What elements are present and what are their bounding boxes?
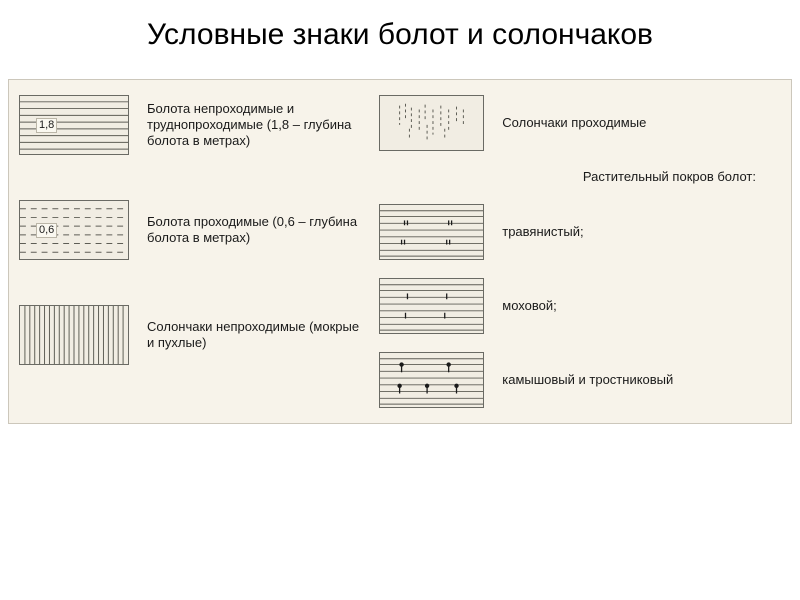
swatch-solonchak-passable xyxy=(379,95,484,151)
desc-moss: моховой; xyxy=(502,298,556,314)
depth-label-impassable: 1,8 xyxy=(36,118,57,133)
desc-reed: камышовый и тростниковый xyxy=(502,372,673,388)
right-column: Солончаки проходимые Растительный покров… xyxy=(379,95,781,408)
swatch-moss xyxy=(379,278,484,334)
vegetation-subheading: Растительный покров болот: xyxy=(379,169,781,184)
desc-solonchak-passable: Солончаки проходимые xyxy=(502,115,646,131)
entry-solonchak-impassable: Солончаки непроходимые (мокрые и пухлые) xyxy=(19,305,361,365)
left-column: 1,8 Болота непроходимые и труднопроходим… xyxy=(19,95,361,408)
entry-swamp-passable: 0,6 Болота проходимые (0,6 – глубина бол… xyxy=(19,200,361,260)
depth-label-passable: 0,6 xyxy=(36,223,57,238)
entry-grass: травянистый; xyxy=(379,204,781,260)
entry-solonchak-passable: Солончаки проходимые xyxy=(379,95,781,151)
swatch-swamp-passable: 0,6 xyxy=(19,200,129,260)
entry-swamp-impassable: 1,8 Болота непроходимые и труднопроходим… xyxy=(19,95,361,155)
page-title: Условные знаки болот и солончаков xyxy=(0,0,800,79)
desc-swamp-passable: Болота проходимые (0,6 – глубина болота … xyxy=(147,214,361,247)
desc-grass: травянистый; xyxy=(502,224,583,240)
swatch-solonchak-impassable xyxy=(19,305,129,365)
desc-solonchak-impassable: Солончаки непроходимые (мокрые и пухлые) xyxy=(147,319,361,352)
legend-panel: 1,8 Болота непроходимые и труднопроходим… xyxy=(8,79,792,424)
swatch-reed xyxy=(379,352,484,408)
swatch-swamp-impassable: 1,8 xyxy=(19,95,129,155)
entry-reed: камышовый и тростниковый xyxy=(379,352,781,408)
swatch-grass xyxy=(379,204,484,260)
entry-moss: моховой; xyxy=(379,278,781,334)
desc-swamp-impassable: Болота непроходимые и труднопроходимые (… xyxy=(147,101,361,150)
